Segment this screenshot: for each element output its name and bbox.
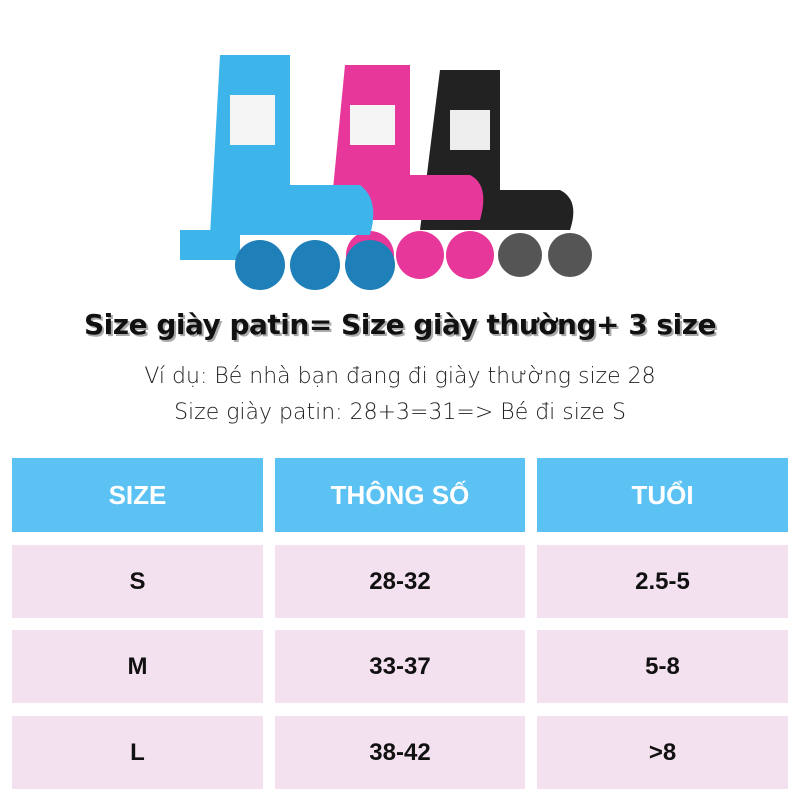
table-cell: >8 bbox=[537, 716, 788, 789]
table-cell: 2.5-5 bbox=[537, 545, 788, 618]
black-skate bbox=[420, 70, 592, 277]
header-size: SIZE bbox=[12, 458, 263, 532]
table-cell: L bbox=[12, 716, 263, 789]
example-line-1: Ví dụ: Bé nhà bạn đang đi giày thường si… bbox=[144, 364, 656, 389]
table-cell: 5-8 bbox=[537, 630, 788, 703]
blue-skate bbox=[180, 55, 395, 290]
table-cell: S bbox=[12, 545, 263, 618]
table-cell: 33-37 bbox=[275, 630, 525, 703]
header-age: TUỔI bbox=[537, 458, 788, 532]
size-formula-title: Size giày patin= Size giày thường+ 3 siz… bbox=[84, 308, 716, 341]
inline-skates-image bbox=[180, 55, 592, 290]
table-cell: 38-42 bbox=[275, 716, 525, 789]
example-line-2: Size giày patin: 28+3=31=> Bé đi size S bbox=[174, 400, 626, 425]
header-measurement: THÔNG SỐ bbox=[275, 458, 525, 532]
table-cell: M bbox=[12, 630, 263, 703]
table-cell: 28-32 bbox=[275, 545, 525, 618]
